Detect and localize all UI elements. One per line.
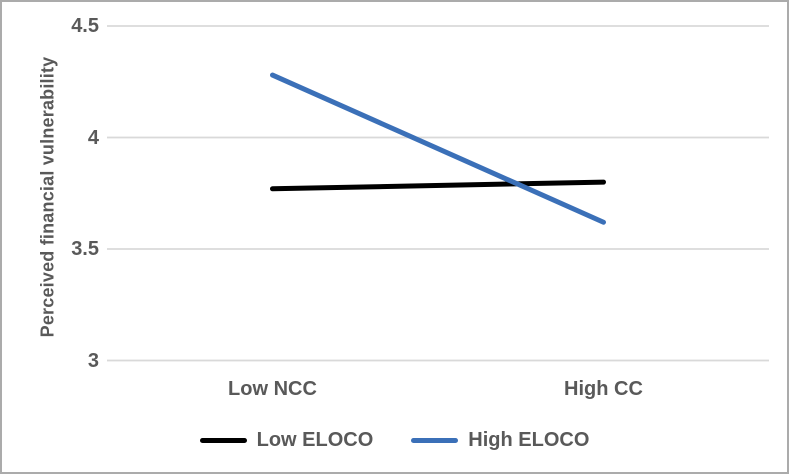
series-line-high-eloco [270, 72, 606, 225]
legend-item-high-eloco: High ELOCO [411, 429, 589, 452]
legend-line-swatch [411, 437, 459, 443]
series-line-low-eloco [270, 179, 606, 192]
y-tick-label: 3.5 [71, 238, 99, 260]
legend-line-swatch [199, 437, 247, 443]
legend: Low ELOCO High ELOCO [2, 426, 787, 454]
y-axis-title: Perceived financial vulnerability [37, 56, 58, 338]
y-tick-label: 3 [87, 349, 99, 372]
legend-item-low-eloco: Low ELOCO [199, 428, 374, 452]
x-category-label-high-cc: High CC [564, 378, 643, 400]
y-tick-label: 4 [87, 126, 99, 149]
x-category-label-low-ncc: Low NCC [228, 378, 317, 400]
y-tick-label: 4.5 [71, 15, 99, 37]
legend-label: Low ELOCO [256, 428, 374, 451]
legend-label: High ELOCO [468, 428, 590, 451]
